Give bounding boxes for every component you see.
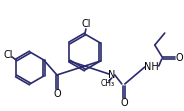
Text: O: O bbox=[53, 89, 61, 99]
Text: N: N bbox=[108, 70, 116, 80]
Text: Cl: Cl bbox=[81, 19, 91, 29]
Text: O: O bbox=[120, 98, 128, 108]
Text: O: O bbox=[176, 53, 184, 63]
Text: Cl: Cl bbox=[3, 50, 13, 60]
Text: CH₃: CH₃ bbox=[101, 79, 115, 88]
Text: NH: NH bbox=[144, 62, 159, 72]
